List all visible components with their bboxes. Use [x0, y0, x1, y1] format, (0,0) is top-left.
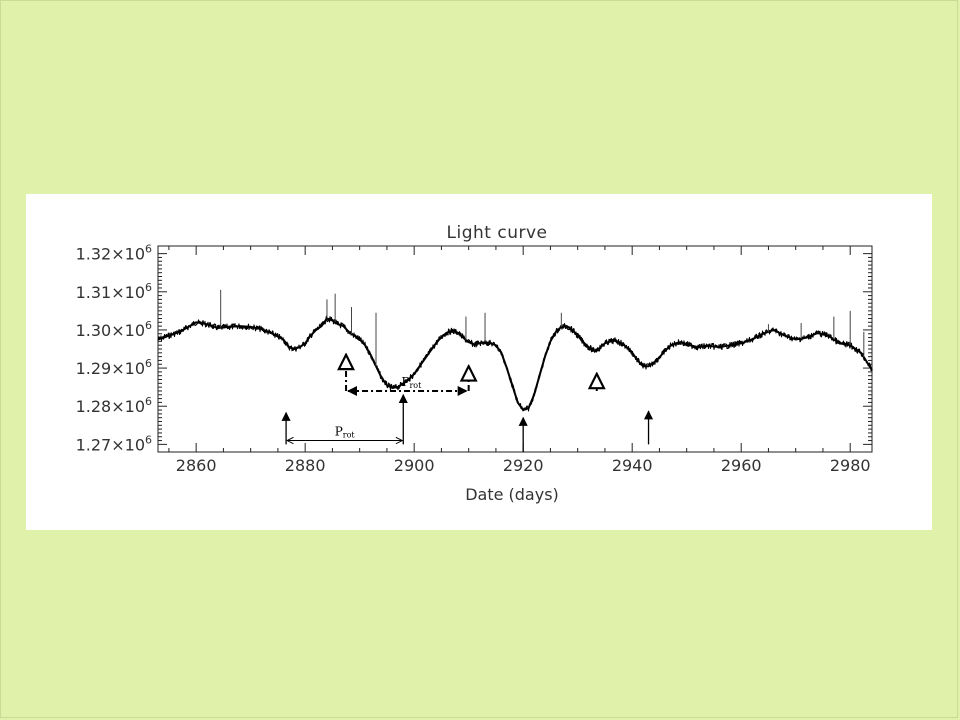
plot-area: 2860 2880 2900 2920 2940 2960 2980 1.27×106 1.28…: [76, 243, 873, 475]
figure-panel: Light curve Date (days) 2860 2880 2900 2920…: [26, 194, 932, 530]
chart-title: Light curve: [447, 223, 548, 243]
x-tick-label: 2940: [612, 456, 653, 475]
y-tick-label: 1.28×106: [76, 395, 152, 416]
x-tick-label: 2880: [285, 456, 326, 475]
x-tick-label: 2980: [830, 456, 871, 475]
period-solid-label: Prot: [335, 425, 356, 440]
y-tick-label: 1.30×106: [76, 319, 152, 340]
light-curve-trend: [157, 317, 873, 412]
x-tick-label: 2860: [176, 456, 217, 475]
x-tick-label: 2920: [503, 456, 544, 475]
y-tick-label: 1.31×106: [76, 281, 152, 302]
y-tick-label: 1.27×106: [76, 433, 152, 454]
y-tick-label: 1.32×106: [76, 243, 152, 264]
y-tick-label: 1.29×106: [76, 357, 152, 378]
x-axis-label: Date (days): [465, 485, 559, 504]
light-curve-chart: Light curve Date (days) 2860 2880 2900 2920…: [76, 223, 873, 504]
x-tick-label: 2960: [721, 456, 762, 475]
plot-frame: [157, 245, 873, 453]
x-tick-label: 2900: [394, 456, 435, 475]
